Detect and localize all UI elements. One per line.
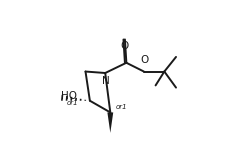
Polygon shape	[107, 112, 113, 133]
Text: HO: HO	[61, 91, 77, 101]
Text: O: O	[121, 41, 129, 51]
Text: or1: or1	[115, 104, 127, 110]
Text: O: O	[140, 55, 148, 65]
Text: or1: or1	[67, 100, 78, 106]
Text: N: N	[102, 76, 110, 86]
